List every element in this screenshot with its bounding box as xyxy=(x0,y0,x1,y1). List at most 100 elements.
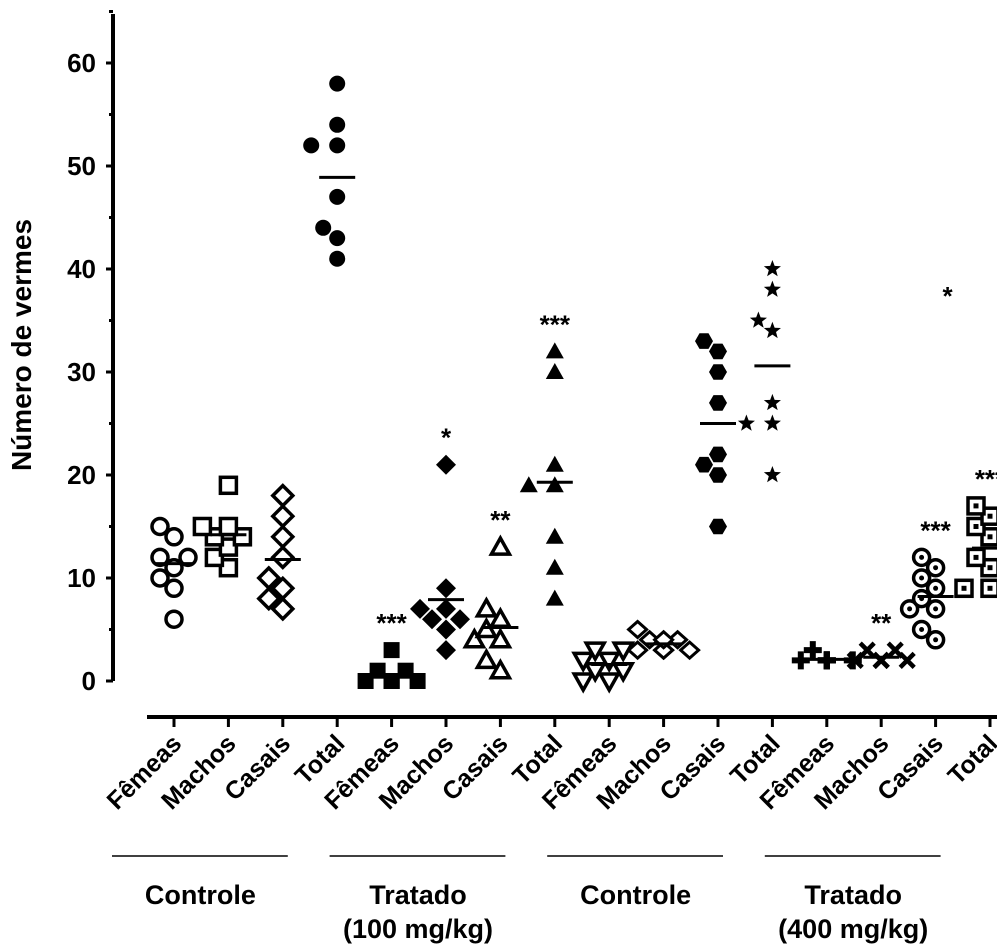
y-axis-label: Número de vermes xyxy=(6,219,37,471)
data-point xyxy=(232,527,253,547)
data-point-dot xyxy=(973,524,979,529)
data-point xyxy=(383,642,400,659)
data-point xyxy=(329,75,346,92)
data-point xyxy=(436,454,456,475)
data-point xyxy=(749,311,767,328)
x-tick-label: Total xyxy=(943,729,997,790)
data-point xyxy=(925,599,946,619)
data-point xyxy=(270,483,296,509)
data-point xyxy=(791,651,810,670)
data-point xyxy=(164,527,184,547)
data-point xyxy=(315,219,332,236)
data-point xyxy=(164,578,184,599)
data-point xyxy=(436,598,456,619)
x-tick-labels: FêmeasMachosCasaisTotalFêmeasMachosCasai… xyxy=(102,729,997,815)
data-point xyxy=(436,578,456,599)
data-point xyxy=(872,651,890,669)
data-point xyxy=(303,137,320,154)
data-point xyxy=(709,467,727,483)
group-label-line: (100 mg/kg) xyxy=(343,914,493,944)
data-point xyxy=(709,395,727,411)
data-point-dot xyxy=(933,585,939,591)
data-point xyxy=(966,516,986,537)
data-point-dot xyxy=(987,585,993,591)
data-point xyxy=(911,619,932,640)
data-point xyxy=(329,230,346,247)
data-point xyxy=(270,503,296,529)
data-point xyxy=(462,627,487,649)
data-point xyxy=(652,640,675,661)
significance-label: *** xyxy=(540,309,571,339)
data-point xyxy=(329,188,346,205)
data-point xyxy=(329,137,346,154)
data-point xyxy=(545,589,564,606)
significance-label: *** xyxy=(975,464,997,494)
data-point xyxy=(218,537,239,557)
significance-label: *** xyxy=(376,608,407,638)
data-points xyxy=(150,75,997,694)
data-point xyxy=(858,641,876,659)
data-point-dot xyxy=(987,565,993,571)
data-point xyxy=(270,524,296,550)
annotation-label: * xyxy=(943,281,954,311)
data-point xyxy=(626,640,649,661)
data-point xyxy=(410,598,430,619)
data-point xyxy=(737,414,755,431)
data-point xyxy=(270,544,296,570)
data-point xyxy=(925,557,946,578)
group-label: Tratado (400 mg/kg) xyxy=(778,880,928,944)
significance-label: *** xyxy=(920,515,951,545)
data-point xyxy=(218,516,239,537)
data-point-dot xyxy=(933,637,939,643)
data-point xyxy=(899,599,920,619)
group-label-line: Controle xyxy=(145,880,256,910)
data-point xyxy=(911,588,932,609)
y-tick-label: 10 xyxy=(67,563,96,593)
data-point xyxy=(164,609,184,629)
data-point xyxy=(545,527,564,544)
data-point xyxy=(763,466,781,483)
group-label: Tratado (100 mg/kg) xyxy=(343,880,493,944)
data-point xyxy=(980,578,997,599)
data-point xyxy=(150,516,170,537)
data-point-dot xyxy=(933,565,939,571)
data-point xyxy=(545,455,564,472)
data-point xyxy=(709,343,727,360)
data-point xyxy=(270,575,296,601)
data-point xyxy=(966,496,986,516)
mean-lines xyxy=(156,175,997,677)
group-label: Controle xyxy=(145,880,256,910)
data-point-dot xyxy=(919,554,925,560)
data-point-dot xyxy=(973,554,979,560)
data-point xyxy=(695,456,713,473)
data-point-dot xyxy=(987,513,993,519)
data-point xyxy=(488,658,513,680)
group-label-line: (400 mg/kg) xyxy=(778,914,928,944)
y-tick-label: 30 xyxy=(67,357,96,387)
data-point xyxy=(488,627,513,649)
data-point xyxy=(597,651,622,673)
data-point xyxy=(256,586,282,612)
data-point xyxy=(192,516,213,537)
data-point xyxy=(911,568,932,588)
data-point-dot xyxy=(919,627,925,632)
data-point xyxy=(383,673,400,689)
data-point xyxy=(519,476,538,493)
data-point xyxy=(925,630,946,650)
data-point-dot xyxy=(933,606,939,612)
data-point xyxy=(571,672,596,694)
group-labels: Controle Tratado (100 mg/kg) Controle Tratad… xyxy=(112,855,941,944)
data-point xyxy=(178,547,198,568)
data-point xyxy=(422,609,442,630)
significance-label: ** xyxy=(871,608,892,638)
data-point xyxy=(626,619,649,640)
significance-label: ** xyxy=(490,505,511,535)
axes: 0 10 20 30 40 50 60 xyxy=(67,10,997,727)
data-point xyxy=(545,476,564,493)
data-point xyxy=(150,568,170,588)
data-point xyxy=(270,596,296,622)
data-point xyxy=(545,342,564,359)
data-point xyxy=(329,116,346,133)
data-point xyxy=(886,641,904,659)
data-point xyxy=(678,640,701,661)
